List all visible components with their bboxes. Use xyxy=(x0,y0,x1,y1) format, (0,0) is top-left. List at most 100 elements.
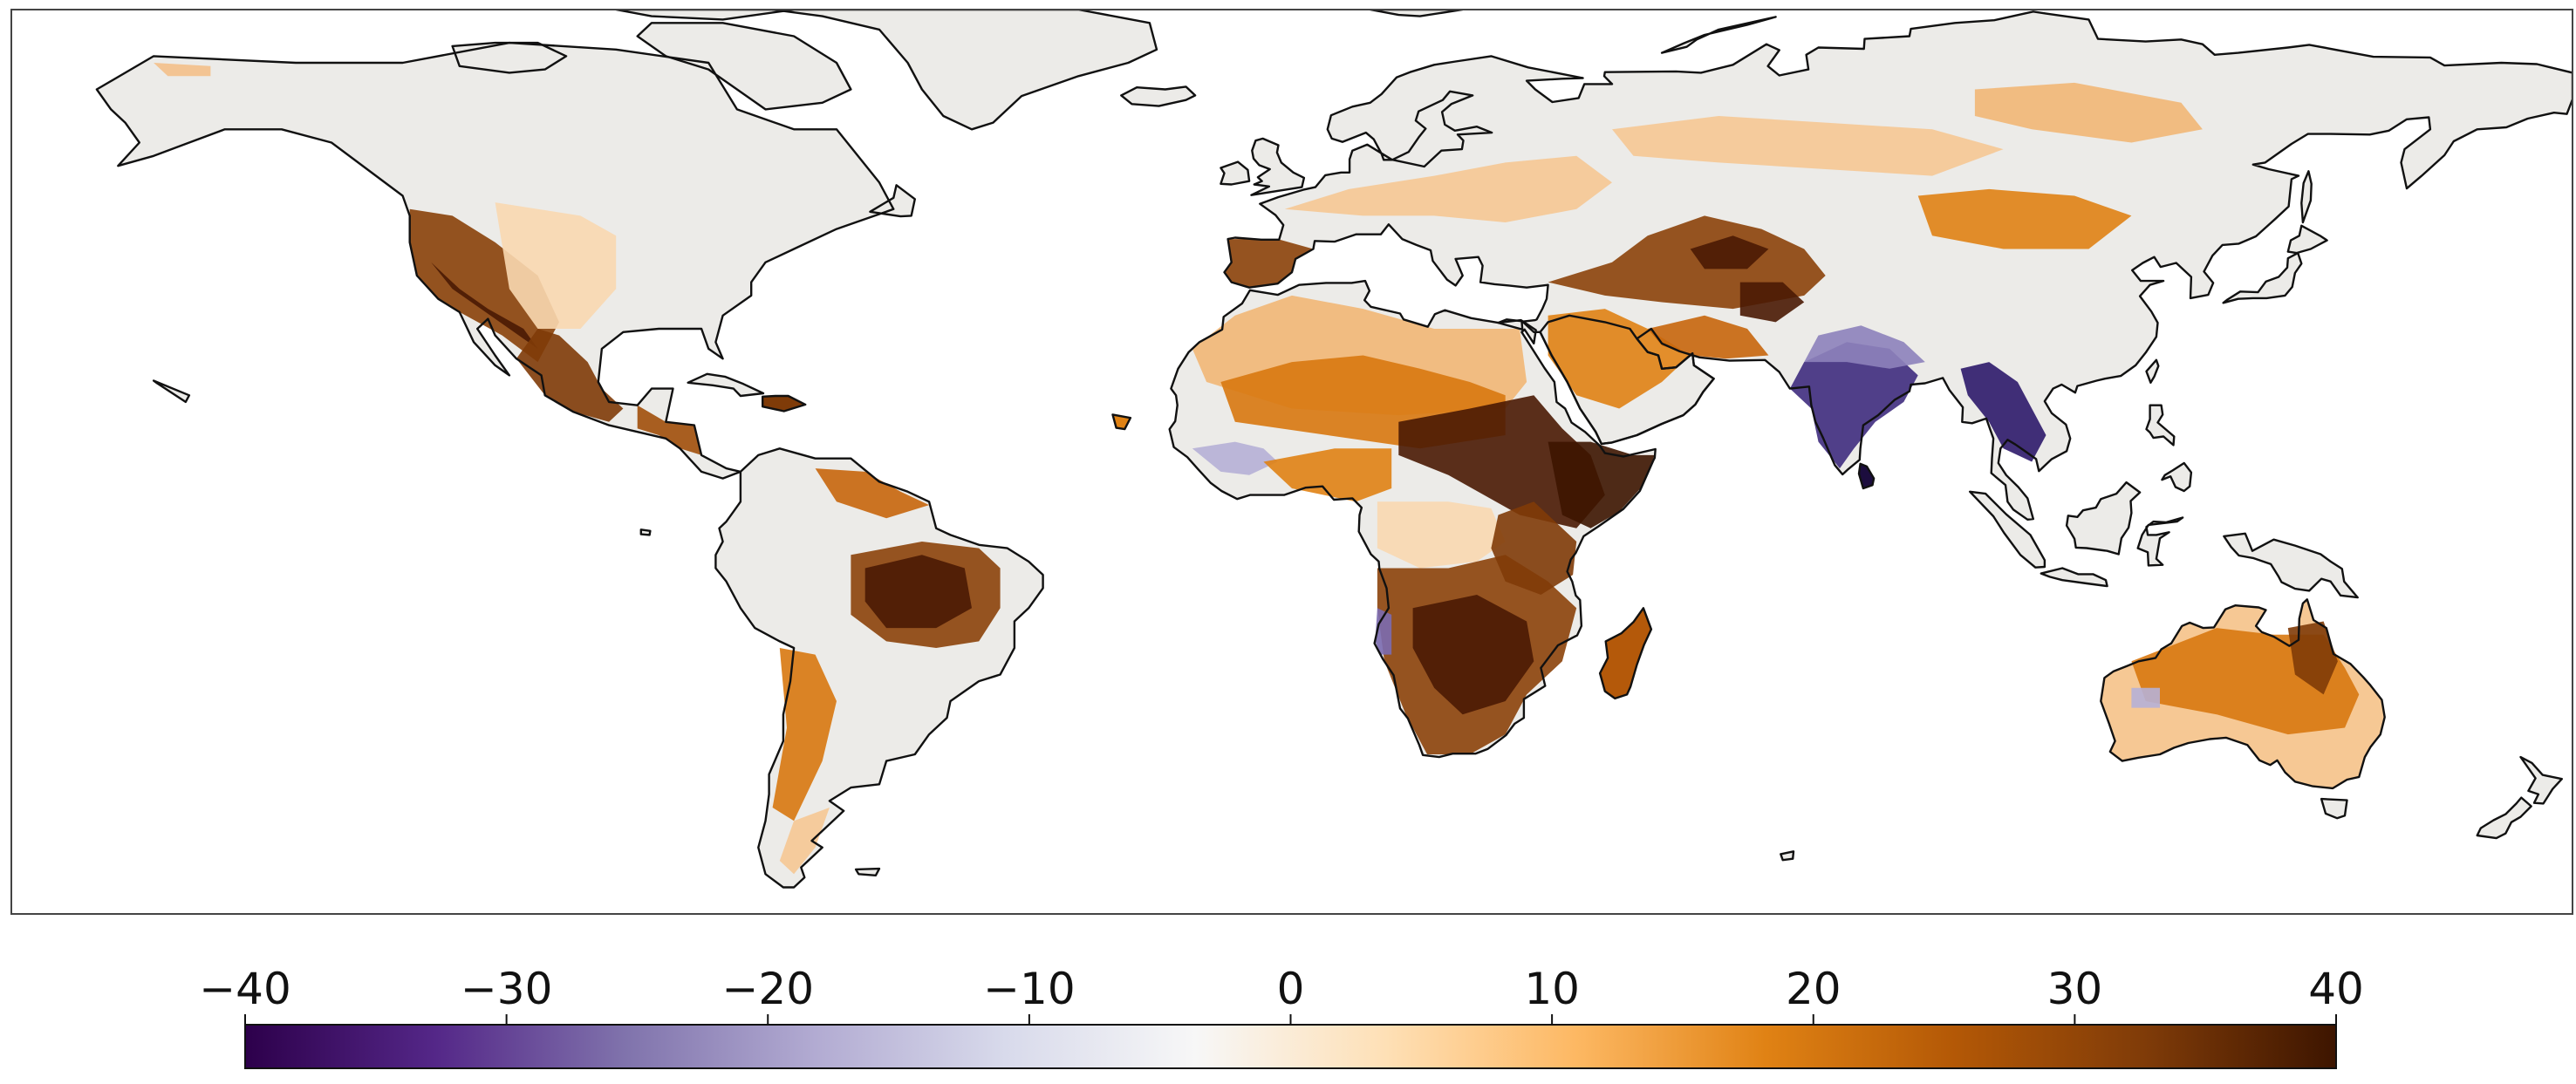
coastline-sri-lanka xyxy=(1857,462,1876,490)
anomaly-south-america-core xyxy=(864,555,972,629)
coastline-new-guinea xyxy=(2223,532,2359,599)
coastline-philippines-mindanao xyxy=(2161,461,2193,493)
anomaly-australia-blue xyxy=(2131,687,2160,708)
colorbar-tick-label: −30 xyxy=(461,964,553,1014)
coastline-tasmania xyxy=(2320,797,2348,820)
coastline-north-america xyxy=(95,41,895,480)
land-new-guinea xyxy=(2224,533,2358,598)
anomaly-angola-coast-blue xyxy=(1375,608,1392,655)
anomaly-southeast-asia-blue xyxy=(1960,362,2046,462)
anomaly-mexico xyxy=(516,329,624,422)
anomaly-central-asia-core xyxy=(1690,235,1769,269)
coastline-south-america xyxy=(714,447,1044,889)
land-newfoundland xyxy=(870,185,915,217)
anomaly-us-southwest xyxy=(409,208,559,363)
anomaly-afghanistan-core xyxy=(1739,282,1805,323)
anomaly-russia-north xyxy=(1612,116,2004,176)
land-madagascar xyxy=(1600,608,1651,699)
coastline-greenland xyxy=(771,10,1158,131)
colorbar-tick-label: −20 xyxy=(721,964,814,1014)
coastline-new-zealand-south xyxy=(2476,796,2532,840)
coastline-hawaii xyxy=(152,379,191,404)
coastline-cape-verde xyxy=(1111,413,1132,431)
land-greenland xyxy=(772,10,1157,130)
coastline-borneo xyxy=(2065,481,2142,556)
coastline-ireland xyxy=(1220,160,1251,186)
land-java xyxy=(2040,568,2108,587)
anomaly-us-plains xyxy=(495,202,617,329)
coastline-java xyxy=(2040,567,2108,588)
coastline-cuba xyxy=(687,372,765,398)
anomaly-central-america xyxy=(637,405,702,455)
anomaly-layer xyxy=(154,63,2360,875)
land-new-zealand-south xyxy=(2477,797,2532,839)
anomaly-europe-orange xyxy=(1284,155,1612,222)
anomaly-sahel-east xyxy=(1398,395,1605,528)
colorbar-tick-label: 20 xyxy=(1786,964,1841,1014)
anomaly-west-africa-orange xyxy=(1263,448,1392,502)
land-japan-honshu xyxy=(2223,253,2302,303)
land-ellesmere xyxy=(616,10,795,20)
land-cuba xyxy=(687,373,763,396)
coastline-arabian-peninsula-fill xyxy=(1539,314,1715,446)
land-sri-lanka xyxy=(1859,463,1875,488)
land-philippines-mindanao xyxy=(2162,463,2191,491)
coastline-madagascar xyxy=(1598,607,1653,700)
map-frame xyxy=(10,9,2573,915)
land-eurasia xyxy=(1224,11,2573,520)
anomaly-siberia-orange xyxy=(1974,82,2203,143)
map-layers xyxy=(95,10,2573,889)
colorbar: −40 −30 −20 −10 0 10 20 30 40 xyxy=(199,964,2364,1069)
colorbar-tick-label: −10 xyxy=(983,964,1076,1014)
colorbar-ticks: −40 −30 −20 −10 0 10 20 30 40 xyxy=(199,964,2364,1025)
land-victoria-island xyxy=(452,43,567,73)
coastline-sumatra xyxy=(1968,490,2046,569)
coastline-sakhalin xyxy=(2300,170,2313,224)
colorbar-tick-label: 30 xyxy=(2047,964,2103,1014)
coastline-svalbard xyxy=(1369,10,1464,17)
anomaly-mongolia-orange xyxy=(1917,188,2132,249)
coastline-galapagos xyxy=(639,528,652,536)
coastline-ellesmere xyxy=(615,10,796,21)
coastline-africa xyxy=(1168,279,1657,759)
land-baffin-island xyxy=(637,23,851,110)
coastline-japan-hokkaido xyxy=(2286,224,2328,255)
anomaly-iberia xyxy=(1224,239,1314,288)
coastline-great-britain xyxy=(1250,137,1306,196)
anomaly-australia-core xyxy=(2287,621,2338,695)
coastline-philippines-luzon xyxy=(2145,404,2176,447)
coastline-falklands xyxy=(854,867,881,876)
land-new-zealand-north xyxy=(2520,757,2562,804)
anomaly-india-blue-light xyxy=(1804,325,1925,369)
land-svalbard xyxy=(1370,10,1463,17)
anomaly-west-africa-blue xyxy=(1192,441,1278,475)
colorbar-tick-label: 10 xyxy=(1524,964,1580,1014)
anomaly-alaska-patch xyxy=(154,63,211,77)
anomaly-iran-pakistan xyxy=(1647,315,1769,359)
colorbar-tick-label: 40 xyxy=(2308,964,2364,1014)
colorbar-bar xyxy=(244,1024,2337,1069)
coastline-sulawesi xyxy=(2136,516,2184,567)
anomaly-horn-east-africa xyxy=(1491,501,1577,595)
colorbar-tick-label: −40 xyxy=(199,964,291,1014)
map-panel xyxy=(10,9,2573,915)
coastline-victoria-island xyxy=(451,41,568,74)
land-ireland xyxy=(1220,161,1250,185)
coastline-layer xyxy=(95,10,2573,889)
colorbar-tick-label: 0 xyxy=(1277,964,1305,1014)
anomaly-congo xyxy=(1377,501,1506,569)
coastline-australia xyxy=(2100,598,2386,790)
anomaly-horn-of-africa xyxy=(1548,441,1655,528)
coastline-hispaniola xyxy=(762,394,807,412)
land-great-britain xyxy=(1251,138,1304,195)
land-sulawesi xyxy=(2137,517,2183,566)
anomaly-guianas xyxy=(815,468,930,519)
anomaly-southern-africa-core xyxy=(1412,595,1534,715)
coastline-taiwan xyxy=(2145,358,2160,384)
coastline-baffin-island xyxy=(636,22,852,111)
coastline-new-zealand-north xyxy=(2519,755,2564,805)
coastline-kerguelen xyxy=(1780,850,1795,862)
coastline-iceland xyxy=(1120,85,1197,107)
anomaly-patagonia xyxy=(779,808,830,875)
